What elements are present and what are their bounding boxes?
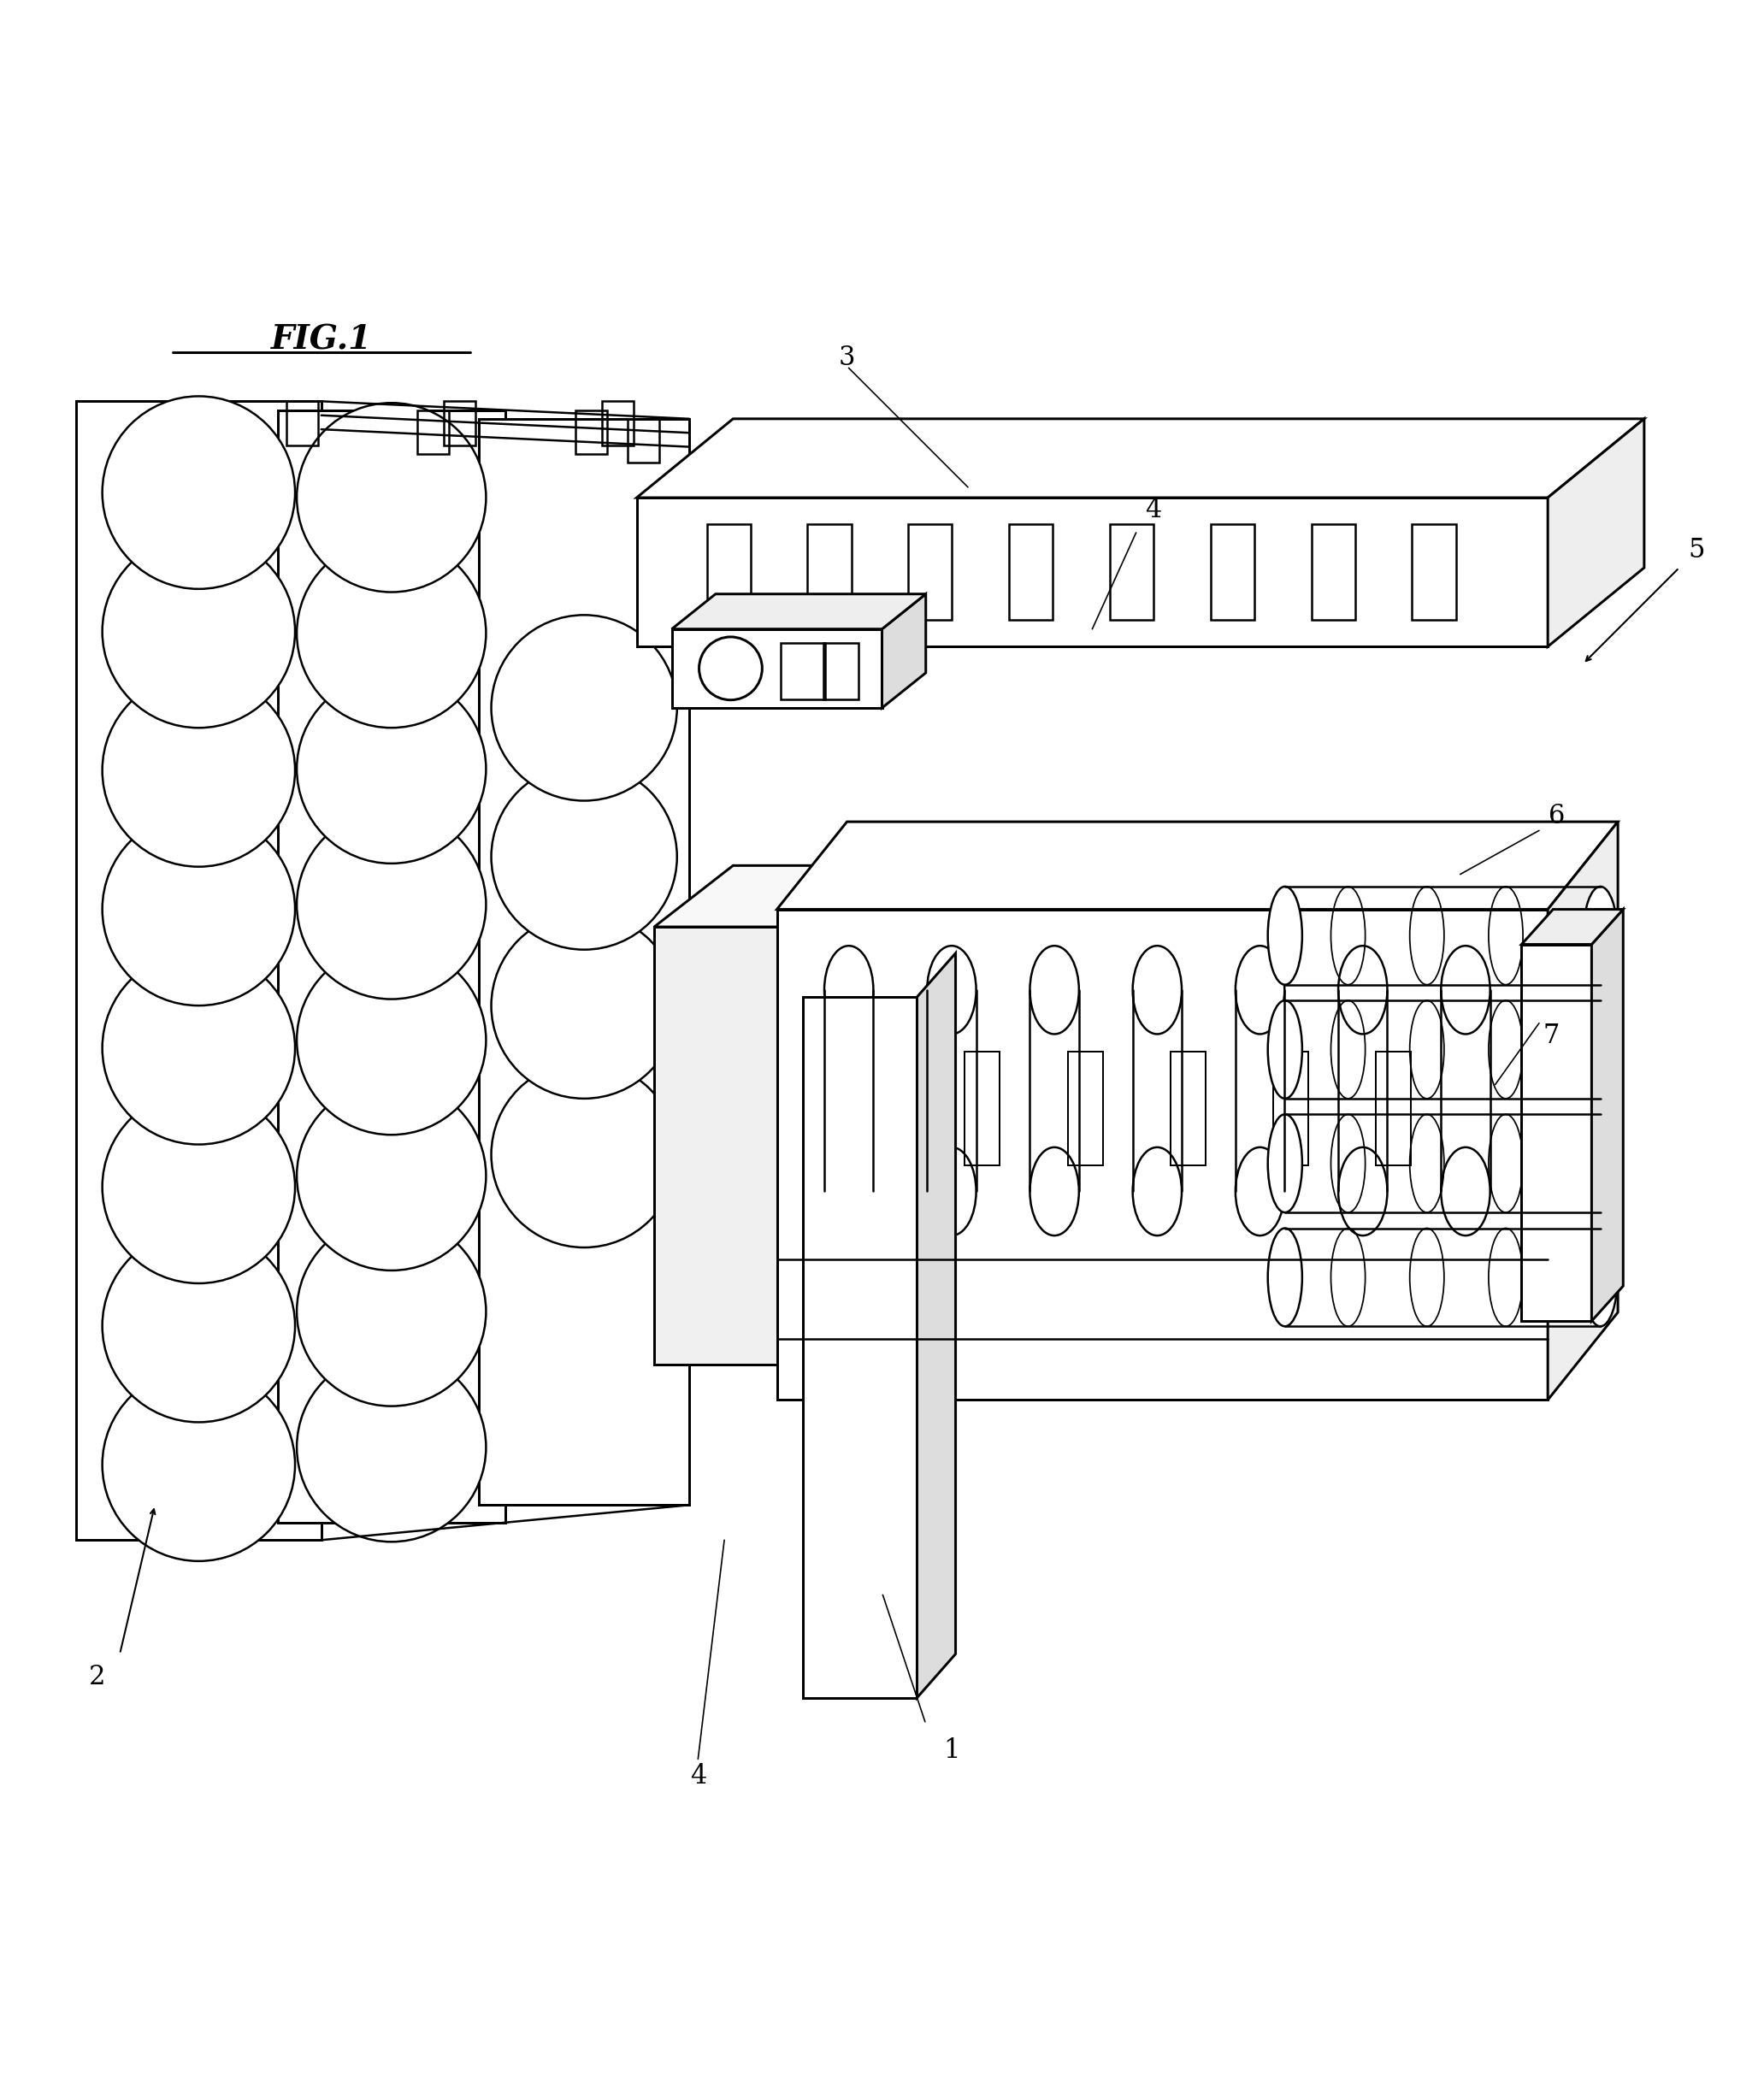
Polygon shape — [847, 865, 926, 1364]
Circle shape — [492, 764, 677, 949]
Ellipse shape — [1584, 886, 1618, 984]
Bar — [808, 525, 852, 621]
Circle shape — [699, 636, 762, 699]
Bar — [628, 420, 660, 462]
Polygon shape — [637, 497, 1547, 646]
Bar — [1067, 1052, 1102, 1165]
Bar — [1210, 525, 1254, 621]
Polygon shape — [917, 953, 956, 1698]
Ellipse shape — [928, 947, 975, 1035]
Ellipse shape — [1339, 1148, 1387, 1236]
Bar — [908, 525, 953, 621]
Bar — [707, 525, 751, 621]
Ellipse shape — [1584, 1001, 1618, 1098]
Bar — [781, 642, 826, 699]
Circle shape — [296, 403, 487, 592]
Polygon shape — [480, 420, 690, 1505]
Polygon shape — [1547, 420, 1644, 646]
Bar — [776, 420, 808, 462]
Circle shape — [296, 674, 487, 863]
Circle shape — [102, 812, 295, 1005]
Text: 4: 4 — [1145, 497, 1162, 523]
Polygon shape — [1591, 909, 1623, 1320]
Polygon shape — [1522, 909, 1623, 945]
Ellipse shape — [928, 1148, 975, 1236]
Polygon shape — [780, 1081, 847, 1211]
Circle shape — [492, 615, 677, 800]
Text: 5: 5 — [1688, 537, 1706, 563]
Bar — [1274, 1052, 1309, 1165]
Bar — [965, 1052, 1000, 1165]
Bar — [1110, 525, 1154, 621]
Polygon shape — [672, 630, 882, 707]
Ellipse shape — [1268, 886, 1302, 984]
Text: 1: 1 — [944, 1738, 960, 1763]
Bar — [286, 401, 318, 445]
Polygon shape — [76, 401, 321, 1541]
Ellipse shape — [1268, 1115, 1302, 1213]
Bar — [863, 1052, 898, 1165]
Polygon shape — [637, 420, 1644, 497]
Bar — [1411, 525, 1455, 621]
Text: 7: 7 — [1544, 1022, 1559, 1050]
Polygon shape — [1547, 821, 1618, 1400]
Circle shape — [102, 535, 295, 728]
Circle shape — [102, 397, 295, 590]
Ellipse shape — [1235, 947, 1284, 1035]
Text: 6: 6 — [1549, 804, 1565, 829]
Circle shape — [102, 1091, 295, 1282]
Polygon shape — [1522, 945, 1591, 1320]
Ellipse shape — [1132, 1148, 1182, 1236]
Ellipse shape — [1132, 947, 1182, 1035]
Ellipse shape — [1268, 1001, 1302, 1098]
Bar — [1311, 525, 1355, 621]
Circle shape — [296, 539, 487, 728]
Ellipse shape — [824, 947, 873, 1035]
Ellipse shape — [1441, 1148, 1491, 1236]
Bar — [602, 401, 633, 445]
Text: 2: 2 — [88, 1662, 106, 1690]
Bar — [418, 409, 450, 453]
Circle shape — [296, 945, 487, 1136]
Circle shape — [296, 1081, 487, 1270]
Polygon shape — [672, 594, 926, 630]
Ellipse shape — [1441, 947, 1491, 1035]
Bar — [1376, 1052, 1411, 1165]
Bar — [1009, 525, 1053, 621]
Polygon shape — [654, 928, 847, 1364]
Bar — [824, 642, 857, 699]
Ellipse shape — [1235, 1148, 1284, 1236]
Ellipse shape — [824, 1148, 873, 1236]
Text: 4: 4 — [690, 1763, 706, 1790]
Ellipse shape — [1584, 1115, 1618, 1213]
Polygon shape — [776, 909, 1547, 1400]
Ellipse shape — [1268, 1228, 1302, 1327]
Bar — [575, 409, 607, 453]
Ellipse shape — [1339, 947, 1387, 1035]
Ellipse shape — [1030, 947, 1080, 1035]
Circle shape — [296, 1217, 487, 1406]
Circle shape — [102, 674, 295, 867]
Text: 3: 3 — [838, 344, 856, 372]
Polygon shape — [882, 594, 926, 707]
Polygon shape — [277, 409, 505, 1522]
Circle shape — [492, 1062, 677, 1247]
Text: FIG.1: FIG.1 — [272, 323, 372, 357]
Ellipse shape — [1030, 1148, 1080, 1236]
Circle shape — [296, 810, 487, 999]
Bar — [445, 401, 476, 445]
Bar — [1171, 1052, 1205, 1165]
Polygon shape — [654, 865, 926, 928]
Circle shape — [296, 1352, 487, 1543]
Polygon shape — [803, 997, 917, 1698]
Ellipse shape — [1584, 1228, 1618, 1327]
Circle shape — [102, 1369, 295, 1562]
Circle shape — [102, 1230, 295, 1423]
Circle shape — [102, 951, 295, 1144]
Circle shape — [492, 913, 677, 1098]
Polygon shape — [776, 821, 1618, 909]
